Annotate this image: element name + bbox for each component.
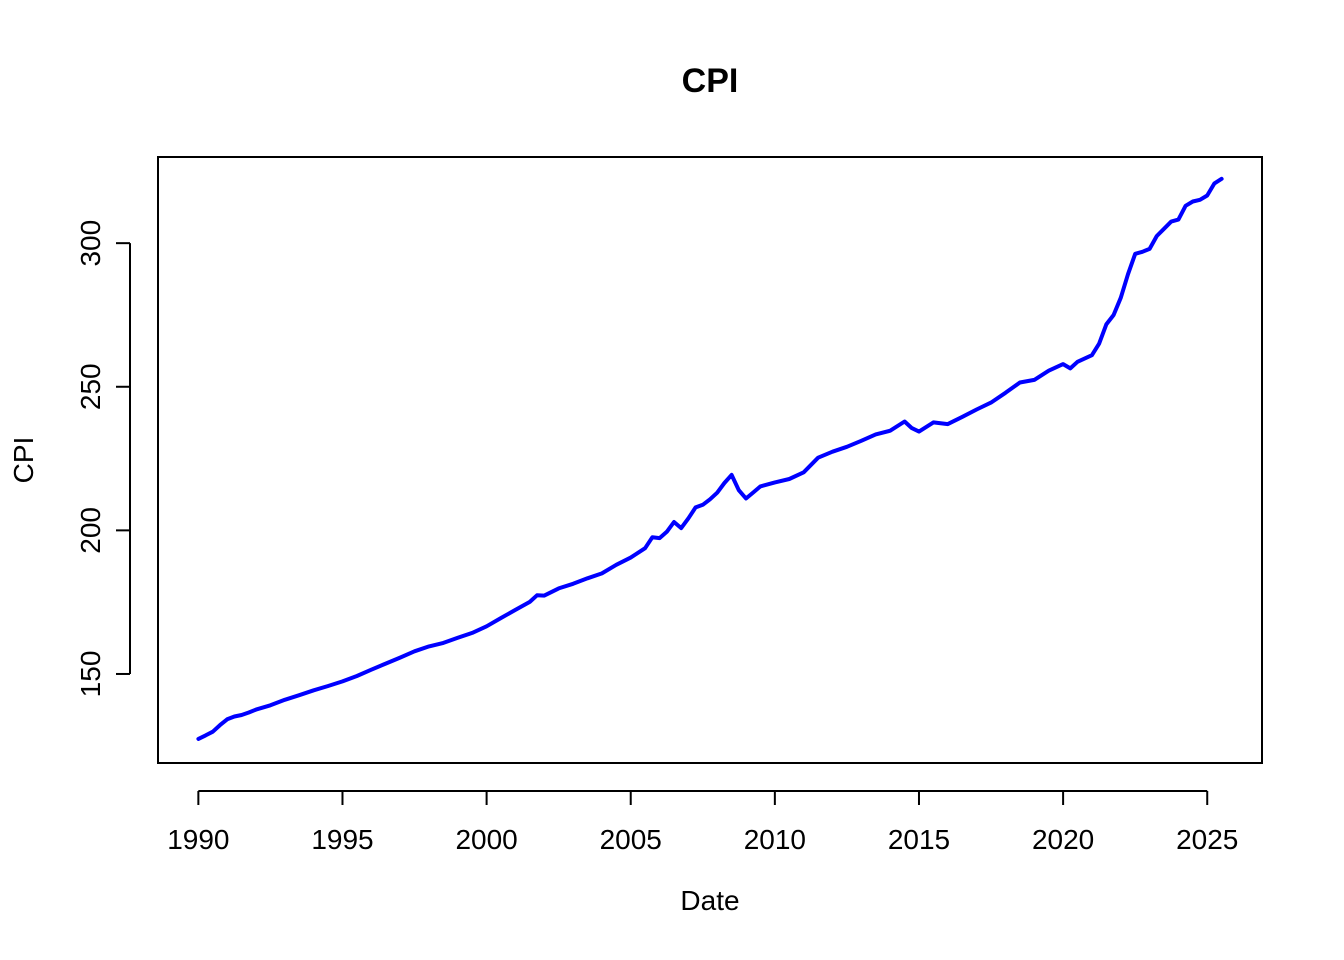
series-layer [196, 176, 1224, 741]
x-tick-label: 1995 [311, 824, 373, 855]
x-tick-label: 2005 [600, 824, 662, 855]
x-axis-title: Date [680, 885, 739, 916]
plot-area-frame [157, 156, 1263, 764]
series-line [196, 176, 1224, 741]
y-tick-label: 200 [75, 507, 106, 554]
x-tick-label: 2010 [744, 824, 806, 855]
y-axis-title: CPI [8, 437, 39, 484]
y-axis: 150 200 250 300 [75, 220, 131, 698]
y-tick-label: 150 [75, 651, 106, 698]
x-tick-label: 2020 [1032, 824, 1094, 855]
x-tick-label: 2015 [888, 824, 950, 855]
x-tick-label: 1990 [167, 824, 229, 855]
x-tick-label: 2000 [455, 824, 517, 855]
x-axis: 1990 1995 2000 2005 2010 2015 2020 2025 [167, 790, 1238, 855]
chart-title: CPI [682, 62, 739, 100]
y-tick-label: 300 [75, 220, 106, 267]
x-tick-label: 2025 [1176, 824, 1238, 855]
y-tick-label: 250 [75, 363, 106, 410]
